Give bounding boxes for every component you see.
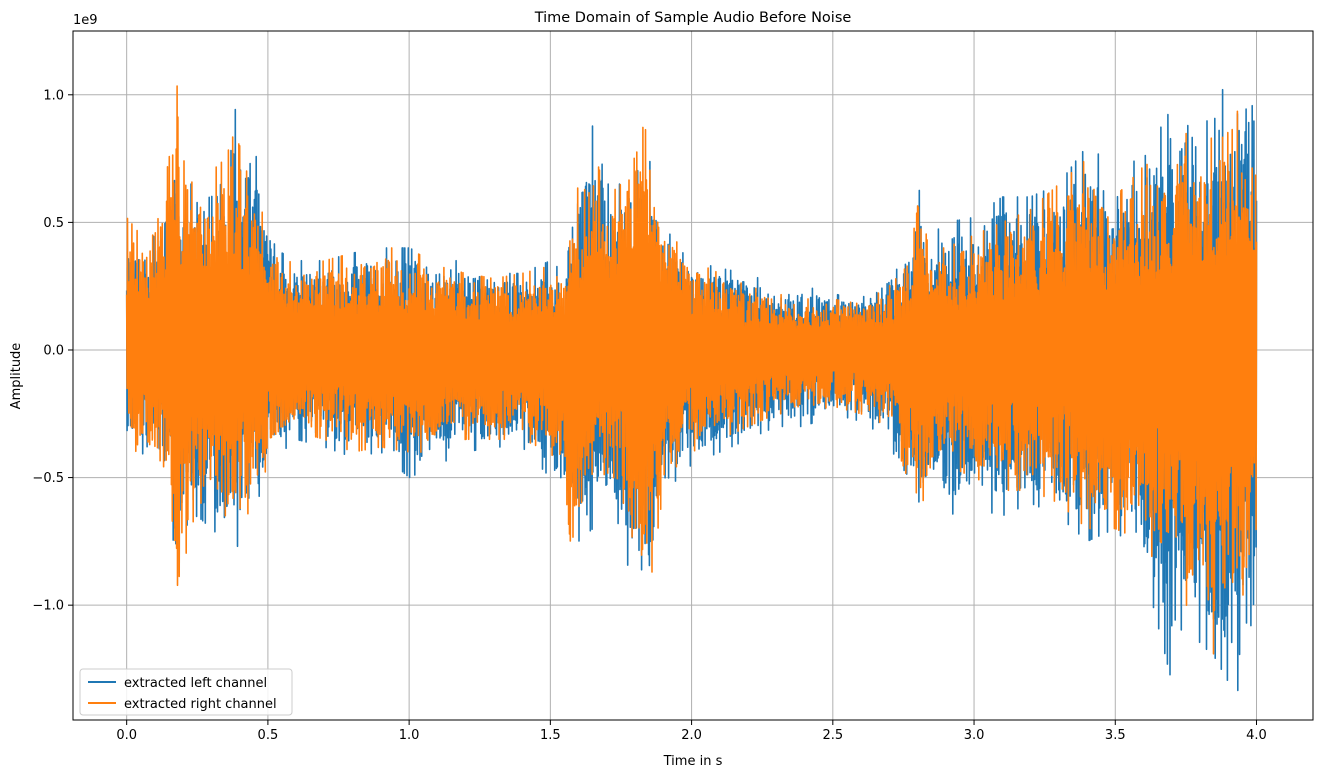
y-axis-label: Amplitude: [9, 343, 24, 410]
legend-box: [79, 668, 293, 716]
x-tick-label: 2.5: [822, 728, 843, 743]
legend: extracted left channel extracted right c…: [79, 668, 293, 716]
x-tick-label: 3.5: [1105, 728, 1126, 743]
y-tick-label: 0.0: [43, 343, 64, 358]
plot-area: 0.0 0.5 1.0 1.5 2.0 2.5 3.0 3.5 4.0 −1.0 −0.5 0.0 0.…: [32, 30, 1314, 743]
axis-ticks: 0.0 0.5 1.0 1.5 2.0 2.5 3.0 3.5 4.0 −1.0 −0.5 0.0 0.…: [32, 88, 1266, 743]
y-tick-label: −0.5: [32, 471, 64, 486]
x-tick-label: 3.0: [964, 728, 985, 743]
y-offset-label: 1e9: [73, 13, 98, 28]
series-line-right-channel: [125, 85, 1258, 655]
x-tick-label: 4.0: [1246, 728, 1267, 743]
x-tick-label: 0.5: [258, 728, 279, 743]
legend-label-right-channel: extracted right channel: [124, 697, 277, 712]
x-axis-label: Time in s: [663, 754, 723, 769]
series-lines: [125, 85, 1258, 692]
x-tick-label: 1.5: [540, 728, 561, 743]
chart-title: Time Domain of Sample Audio Before Noise: [534, 10, 852, 26]
x-tick-label: 0.0: [116, 728, 137, 743]
y-tick-label: 0.5: [43, 216, 64, 231]
legend-label-left-channel: extracted left channel: [124, 676, 267, 691]
y-tick-label: −1.0: [32, 599, 64, 614]
plot-frame: [72, 30, 1314, 721]
x-tick-label: 1.0: [399, 728, 420, 743]
y-tick-label: 1.0: [43, 88, 64, 103]
x-tick-label: 2.0: [681, 728, 702, 743]
